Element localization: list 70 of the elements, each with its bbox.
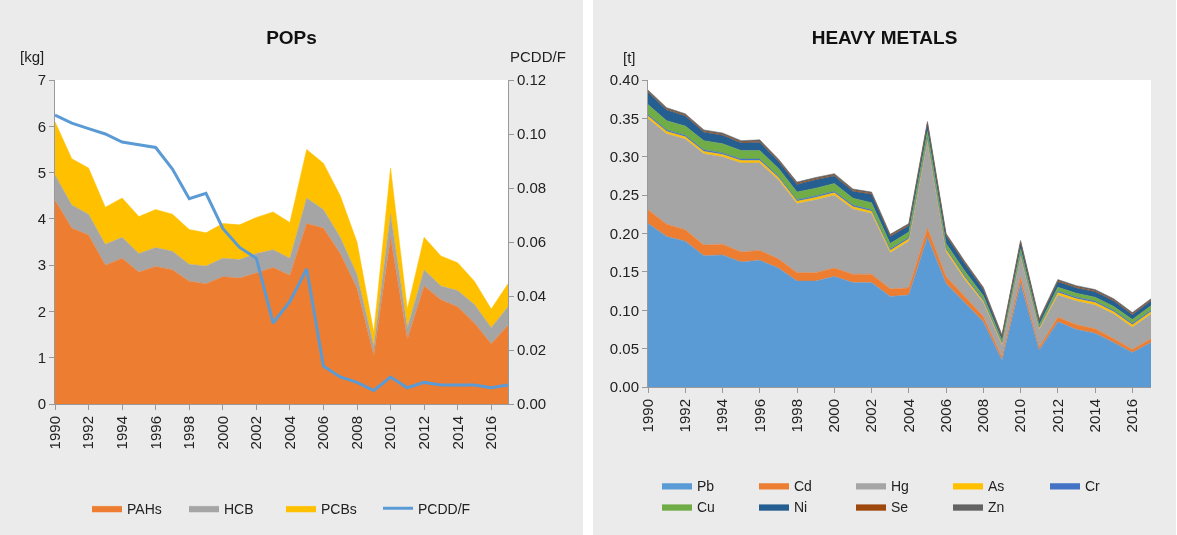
y-tick-label: 0.25 bbox=[609, 186, 639, 204]
y2-axis-title: PCDD/F bbox=[510, 48, 566, 65]
legend-label: Ni bbox=[794, 499, 808, 516]
x-tick-label: 1992 bbox=[79, 416, 97, 450]
x-tick-label: 2016 bbox=[1123, 399, 1141, 433]
y-tick-label: 0 bbox=[37, 395, 46, 413]
x-tick-label: 2008 bbox=[974, 399, 992, 433]
x-tick-label: 2016 bbox=[482, 416, 500, 450]
x-tick-label: 2004 bbox=[280, 416, 298, 450]
legend-label: Cu bbox=[697, 499, 715, 516]
x-tick-label: 1994 bbox=[112, 416, 130, 450]
legend-label: PAHs bbox=[127, 500, 162, 517]
y2-tick-label: 0.06 bbox=[517, 233, 547, 251]
y-axis-title: [t] bbox=[623, 49, 636, 66]
x-tick-label: 2014 bbox=[448, 416, 466, 450]
x-tick-label: 2002 bbox=[247, 416, 265, 450]
x-tick-label: 1998 bbox=[180, 416, 198, 450]
y-tick-label: 0.15 bbox=[609, 263, 639, 281]
legend-label: Cr bbox=[1085, 477, 1101, 494]
x-tick-label: 2010 bbox=[381, 416, 399, 450]
legend-label: HCB bbox=[224, 500, 254, 517]
y2-tick-label: 0.02 bbox=[517, 341, 547, 359]
x-tick-label: 2010 bbox=[1011, 399, 1029, 433]
x-tick-label: 1996 bbox=[146, 416, 164, 450]
legend-label: PCBs bbox=[321, 500, 357, 517]
x-tick-label: 1990 bbox=[45, 416, 63, 450]
y2-tick-label: 0.00 bbox=[517, 395, 547, 413]
x-tick-label: 2000 bbox=[825, 399, 843, 433]
y2-tick-label: 0.04 bbox=[517, 287, 547, 305]
legend-label: As bbox=[988, 477, 1005, 494]
x-tick-label: 2002 bbox=[862, 399, 880, 433]
y-tick-label: 0.05 bbox=[609, 339, 639, 357]
y-tick-label: 0.00 bbox=[609, 378, 639, 396]
y2-tick-label: 0.12 bbox=[517, 71, 547, 89]
x-tick-label: 2014 bbox=[1085, 399, 1103, 433]
x-tick-label: 1992 bbox=[676, 399, 694, 433]
x-tick-label: 1990 bbox=[638, 399, 656, 433]
y-tick-label: 6 bbox=[37, 117, 46, 135]
y-tick-label: 7 bbox=[37, 71, 46, 89]
x-tick-label: 2006 bbox=[314, 416, 332, 450]
legend-label: Pb bbox=[697, 477, 715, 494]
x-tick-label: 2008 bbox=[347, 416, 365, 450]
legend-label: Se bbox=[891, 499, 909, 516]
y-tick-label: 1 bbox=[37, 348, 46, 366]
y-tick-label: 0.20 bbox=[609, 224, 639, 242]
y-tick-label: 2 bbox=[37, 302, 46, 320]
y-tick-label: 0.40 bbox=[609, 71, 639, 89]
legend-label: Cd bbox=[794, 477, 812, 494]
x-tick-label: 1994 bbox=[713, 399, 731, 433]
x-tick-label: 2006 bbox=[936, 399, 954, 433]
y-axis-title: [kg] bbox=[20, 48, 45, 65]
chart-title: HEAVY METALS bbox=[811, 27, 958, 49]
y2-tick-label: 0.08 bbox=[517, 179, 547, 197]
chart-title: POPs bbox=[266, 27, 317, 49]
y-tick-label: 4 bbox=[37, 210, 46, 228]
x-tick-label: 2012 bbox=[414, 416, 432, 450]
x-tick-label: 2012 bbox=[1048, 399, 1066, 433]
x-tick-label: 1996 bbox=[750, 399, 768, 433]
legend-label: Zn bbox=[988, 499, 1005, 516]
x-tick-label: 1998 bbox=[787, 399, 805, 433]
y-tick-label: 0.35 bbox=[609, 109, 639, 127]
legend-label: PCDD/F bbox=[418, 500, 471, 517]
x-tick-label: 2004 bbox=[899, 399, 917, 433]
x-tick-label: 2000 bbox=[213, 416, 231, 450]
y-tick-label: 3 bbox=[37, 256, 46, 274]
y-tick-label: 0.30 bbox=[609, 148, 639, 165]
y-tick-label: 0.10 bbox=[609, 301, 639, 319]
y-tick-label: 5 bbox=[37, 163, 46, 181]
y2-tick-label: 0.10 bbox=[517, 125, 547, 143]
legend-label: Hg bbox=[891, 477, 909, 494]
